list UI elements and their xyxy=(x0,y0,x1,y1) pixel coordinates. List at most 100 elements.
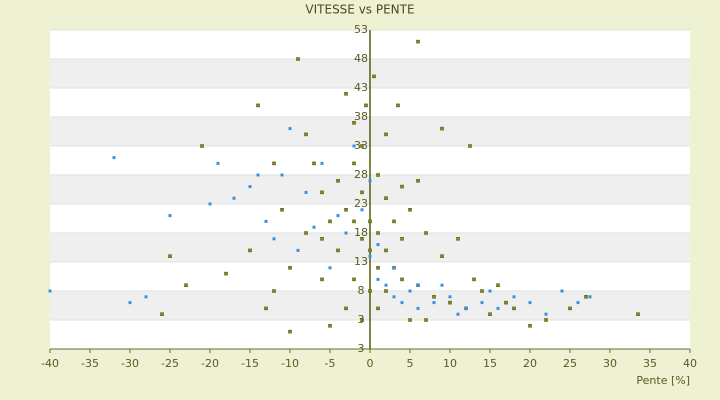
point xyxy=(372,74,376,79)
point xyxy=(376,266,380,270)
point xyxy=(392,219,396,224)
point xyxy=(384,289,388,293)
y-tick-label: 23 xyxy=(354,197,368,210)
point xyxy=(272,237,276,241)
point xyxy=(360,208,364,212)
point xyxy=(480,289,484,293)
point xyxy=(360,318,364,322)
point xyxy=(464,306,468,310)
point xyxy=(352,161,356,166)
point xyxy=(344,231,348,235)
point xyxy=(248,248,252,253)
y-tick-label: 48 xyxy=(354,52,368,65)
point xyxy=(360,237,364,241)
y-tick-label: 43 xyxy=(354,81,368,94)
point xyxy=(440,254,444,258)
point xyxy=(392,295,396,299)
point xyxy=(376,173,380,177)
point xyxy=(496,283,500,287)
point xyxy=(528,324,532,328)
x-axis-label: Pente [%] xyxy=(636,374,690,387)
point xyxy=(320,161,324,165)
point xyxy=(400,301,404,305)
x-tick-label: -40 xyxy=(41,357,59,370)
x-tick-label: -30 xyxy=(121,357,139,370)
point xyxy=(328,219,332,224)
point xyxy=(384,132,388,137)
point xyxy=(376,306,380,311)
point xyxy=(416,179,420,183)
point xyxy=(416,283,420,287)
point xyxy=(472,277,476,282)
point xyxy=(320,277,324,282)
point xyxy=(368,289,372,293)
point xyxy=(376,277,380,281)
point xyxy=(576,301,580,305)
x-tick-label: -15 xyxy=(241,357,259,370)
y-tick-label: 33 xyxy=(354,139,368,152)
point xyxy=(248,185,252,189)
point xyxy=(224,271,228,276)
point xyxy=(360,190,364,195)
point xyxy=(364,103,368,108)
point xyxy=(304,132,308,137)
y-tick-label: 3 xyxy=(358,342,365,355)
point xyxy=(344,92,348,96)
y-tick-label: 8 xyxy=(358,284,365,297)
point xyxy=(368,179,372,183)
point xyxy=(352,121,356,125)
point xyxy=(384,196,388,200)
point xyxy=(448,295,452,299)
point xyxy=(256,103,260,108)
point xyxy=(304,231,308,235)
point xyxy=(208,202,212,206)
point xyxy=(392,266,396,270)
point xyxy=(400,237,404,241)
point xyxy=(408,208,412,212)
point xyxy=(48,289,52,293)
point xyxy=(304,190,308,194)
point xyxy=(200,144,204,148)
chart-title: VITESSE vs PENTE xyxy=(305,3,414,17)
y-tick-label: 13 xyxy=(354,255,368,268)
point xyxy=(264,219,268,223)
point xyxy=(424,318,428,322)
point xyxy=(416,39,420,44)
point xyxy=(468,144,472,148)
point xyxy=(184,283,188,287)
point xyxy=(408,318,412,322)
point xyxy=(328,324,332,328)
y-tick-label: 3 xyxy=(358,313,365,326)
point xyxy=(352,219,356,224)
point xyxy=(144,295,148,299)
x-tick-label: 30 xyxy=(603,357,617,370)
x-tick-label: 40 xyxy=(683,357,697,370)
point xyxy=(488,312,492,316)
point xyxy=(584,295,588,299)
point xyxy=(384,283,388,287)
point xyxy=(312,225,316,229)
point xyxy=(352,277,356,282)
point xyxy=(168,214,172,218)
point xyxy=(264,306,268,311)
point xyxy=(440,126,444,131)
y-tick-label: 18 xyxy=(354,226,368,239)
x-tick-label: 0 xyxy=(367,357,374,370)
point xyxy=(512,295,516,299)
x-tick-label: -20 xyxy=(201,357,219,370)
point xyxy=(216,161,220,165)
point xyxy=(232,196,236,200)
point xyxy=(280,173,284,177)
x-tick-label: -5 xyxy=(325,357,336,370)
point xyxy=(312,161,316,166)
x-tick-label: -10 xyxy=(281,357,299,370)
point xyxy=(320,237,324,241)
point xyxy=(504,300,508,305)
point xyxy=(400,184,404,189)
point xyxy=(560,289,564,293)
x-tick-label: 35 xyxy=(643,357,657,370)
point xyxy=(280,208,284,212)
point xyxy=(320,190,324,195)
point xyxy=(408,289,412,293)
